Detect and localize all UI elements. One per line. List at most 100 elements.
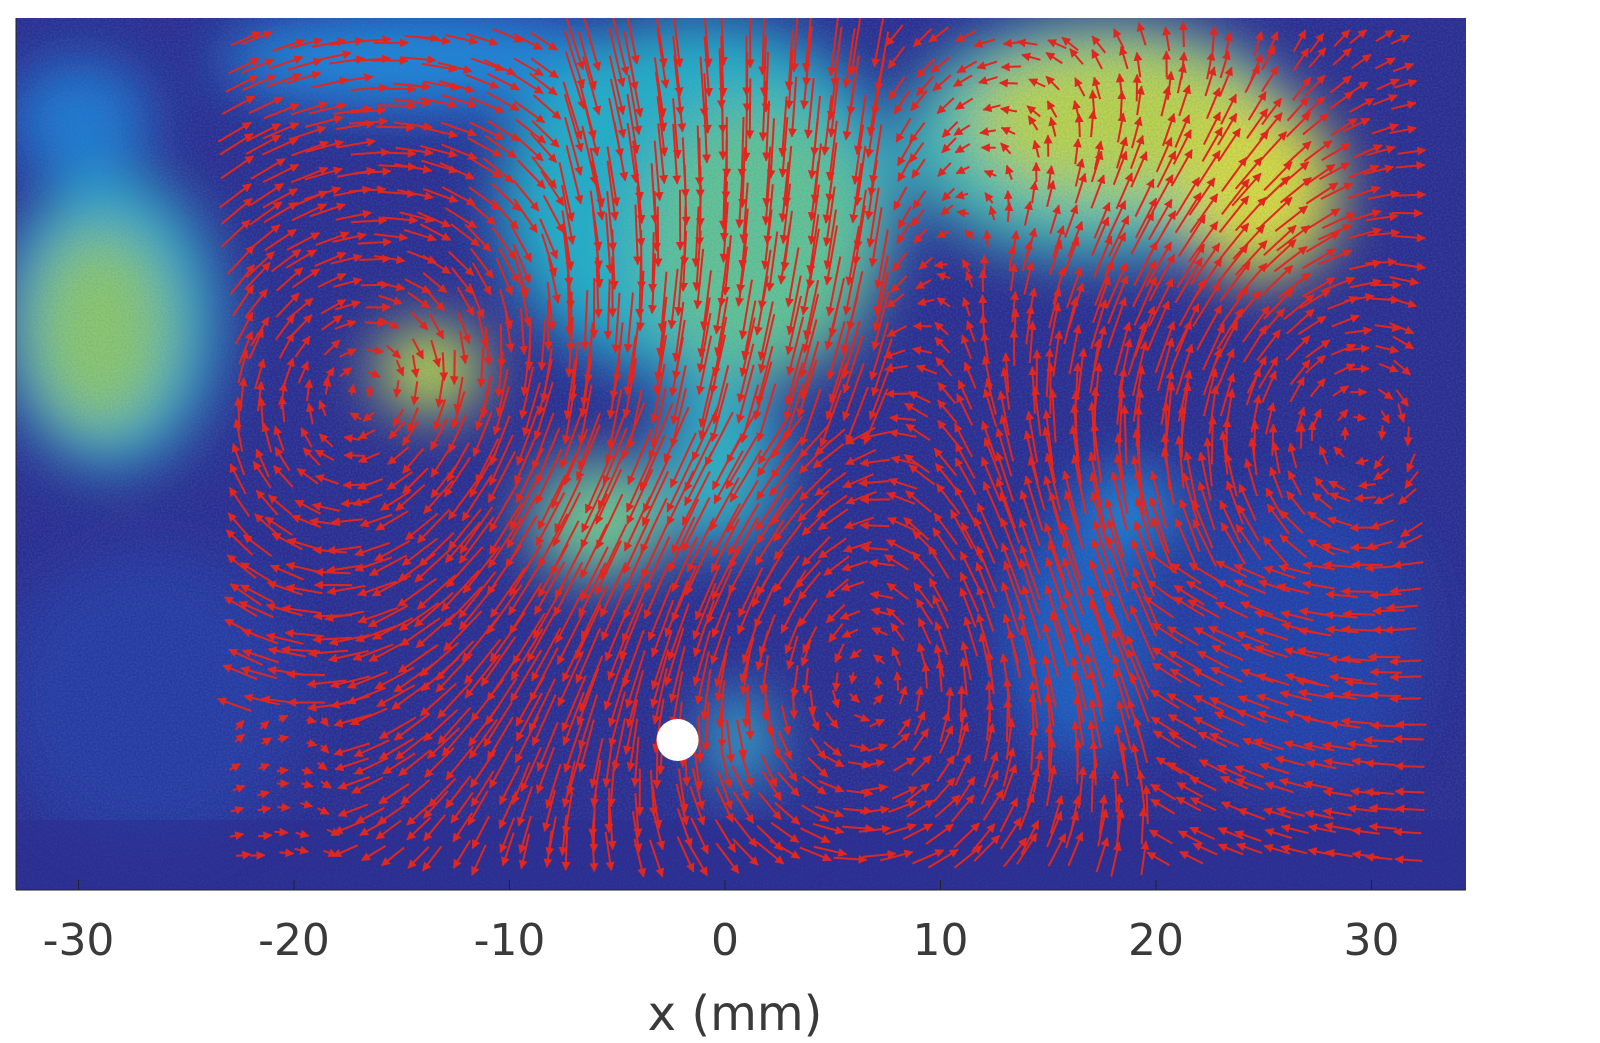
velocity-arrow: [1283, 294, 1315, 321]
velocity-arrow: [1261, 65, 1279, 93]
velocity-arrow: [896, 141, 913, 167]
velocity-arrow: [845, 225, 860, 286]
velocity-arrow: [632, 204, 642, 266]
velocity-arrow: [936, 272, 951, 281]
velocity-arrow: [982, 103, 1001, 113]
velocity-arrow: [514, 100, 546, 124]
velocity-arrow: [851, 124, 865, 185]
velocity-arrow: [399, 211, 435, 224]
velocity-arrow: [673, 18, 684, 68]
velocity-arrow: [739, 182, 749, 244]
velocity-arrow: [699, 270, 712, 331]
velocity-arrow: [577, 31, 597, 91]
velocity-arrow: [702, 73, 712, 134]
velocity-arrow: [1196, 150, 1221, 187]
velocity-arrow: [785, 247, 800, 308]
velocity-arrow: [1217, 222, 1250, 262]
velocity-arrow: [513, 33, 543, 50]
velocity-arrow: [447, 250, 475, 277]
velocity-arrow: [520, 281, 532, 327]
velocity-arrow: [582, 56, 602, 116]
velocity-arrow: [394, 121, 434, 131]
velocity-arrow: [377, 101, 417, 111]
velocity-arrow: [1000, 126, 1016, 136]
velocity-arrow: [1393, 78, 1418, 89]
velocity-arrow: [469, 121, 505, 140]
velocity-arrow: [853, 189, 867, 250]
velocity-arrow: [1052, 266, 1067, 305]
velocity-arrow: [303, 186, 342, 201]
velocity-arrow: [320, 298, 347, 315]
velocity-arrow: [359, 254, 392, 264]
velocity-arrow: [565, 18, 585, 71]
velocity-arrow: [1048, 239, 1063, 275]
velocity-arrow: [1206, 87, 1221, 119]
velocity-arrow: [591, 160, 606, 221]
velocity-arrow: [309, 202, 346, 218]
velocity-arrow: [1026, 105, 1041, 118]
velocity-arrow: [1390, 34, 1411, 45]
velocity-arrow: [1372, 606, 1405, 616]
velocity-arrow: [564, 51, 586, 110]
velocity-arrow: [697, 297, 711, 358]
velocity-arrow: [941, 137, 957, 154]
velocity-arrow: [738, 279, 753, 340]
velocity-arrow: [675, 71, 687, 133]
velocity-arrow: [1005, 164, 1014, 181]
velocity-arrow: [1046, 179, 1056, 208]
velocity-arrow: [437, 61, 473, 74]
velocity-arrow: [1276, 224, 1311, 252]
velocity-arrow: [1178, 84, 1192, 117]
velocity-arrow: [1221, 178, 1250, 215]
velocity-arrow: [286, 232, 321, 251]
velocity-arrow: [955, 165, 970, 175]
velocity-arrow: [635, 163, 646, 225]
velocity-arrow: [1333, 29, 1351, 48]
velocity-arrow: [1274, 205, 1309, 232]
velocity-arrow: [781, 146, 793, 207]
velocity-arrow: [866, 76, 881, 137]
velocity-arrow: [1204, 66, 1217, 97]
velocity-arrow: [965, 271, 974, 288]
velocity-arrow: [908, 122, 926, 144]
velocity-arrow: [491, 227, 517, 261]
velocity-arrow: [1305, 231, 1341, 253]
velocity-arrow: [1162, 26, 1172, 52]
velocity-arrow: [635, 270, 645, 332]
velocity-arrow: [1232, 224, 1266, 260]
velocity-arrow: [703, 36, 713, 98]
velocity-arrow: [1391, 100, 1417, 110]
velocity-arrow: [956, 208, 969, 218]
velocity-arrow: [333, 277, 363, 288]
velocity-arrow: [609, 78, 627, 139]
velocity-arrow: [1365, 257, 1398, 267]
velocity-arrow: [932, 74, 952, 92]
velocity-arrow: [491, 198, 519, 230]
velocity-arrow: [1028, 78, 1046, 88]
velocity-arrow: [356, 35, 392, 45]
velocity-arrow: [1349, 97, 1375, 113]
velocity-arrow: [445, 207, 478, 229]
x-tick-label: 0: [711, 915, 739, 966]
velocity-arrow: [420, 144, 458, 159]
velocity-arrow: [1367, 228, 1401, 238]
velocity-arrow: [1192, 282, 1221, 327]
velocity-arrow: [807, 118, 819, 180]
velocity-arrow: [1395, 262, 1426, 272]
velocity-arrow: [1027, 115, 1039, 131]
x-tick-label: -10: [474, 915, 546, 966]
velocity-arrow: [1292, 47, 1310, 72]
velocity-arrow: [1354, 493, 1376, 503]
velocity-arrow: [1130, 116, 1143, 149]
velocity-arrow: [1188, 177, 1216, 216]
velocity-arrow: [563, 93, 584, 153]
velocity-arrow: [1091, 35, 1107, 54]
velocity-arrow: [582, 96, 600, 157]
velocity-arrow: [1366, 145, 1396, 157]
velocity-arrow: [444, 33, 479, 46]
velocity-arrow: [930, 56, 951, 74]
velocity-arrow: [1321, 212, 1356, 230]
velocity-arrow: [897, 205, 912, 229]
velocity-arrow: [753, 275, 769, 336]
velocity-arrow: [657, 271, 668, 333]
